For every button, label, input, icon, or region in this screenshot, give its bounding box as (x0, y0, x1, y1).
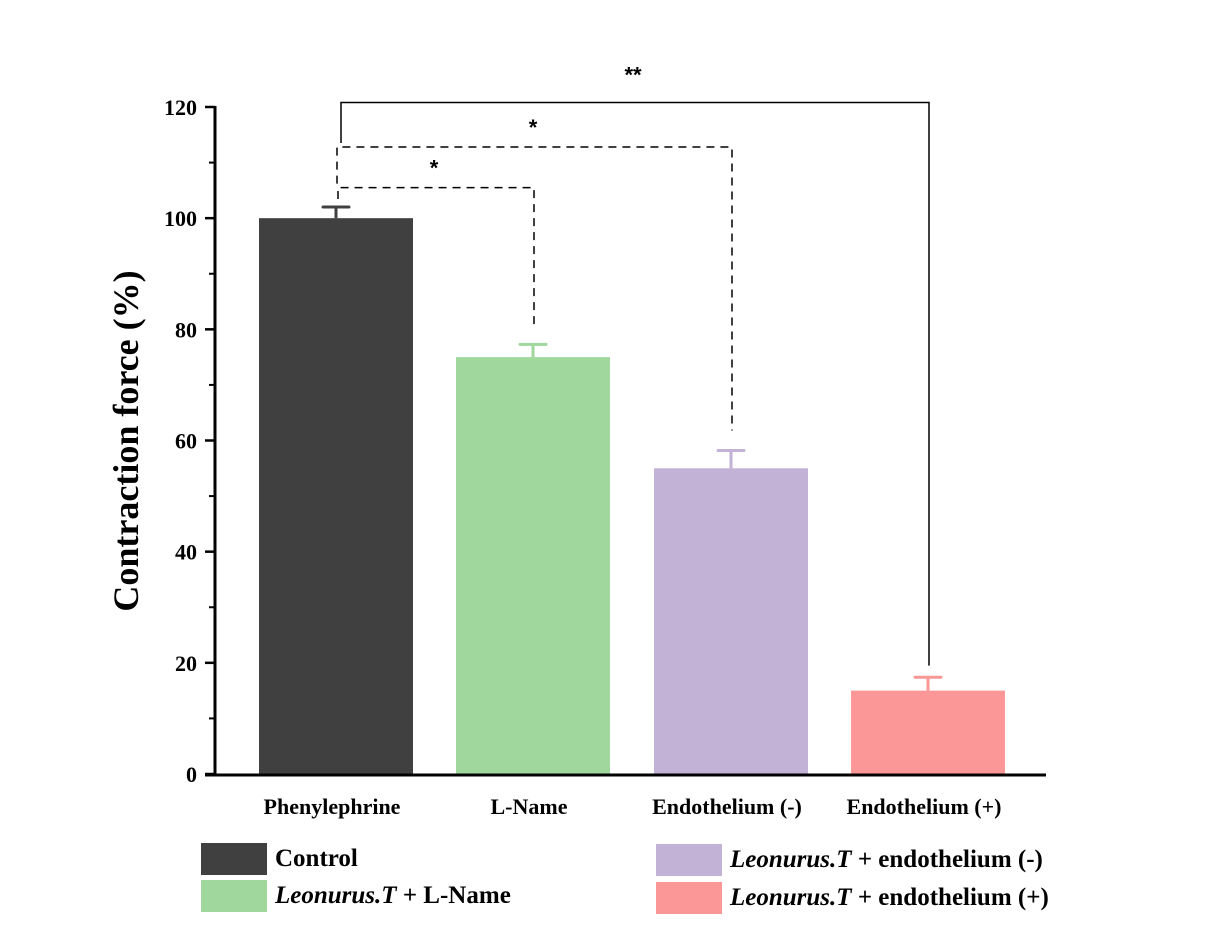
legend-item-endothelium-plus: Leonurus.T + endothelium (+) (656, 882, 1049, 914)
significance-bracket: ** (340, 63, 930, 666)
bar-l-name (456, 357, 610, 774)
legend-swatch (201, 843, 267, 875)
bracket-line (337, 186, 535, 327)
legend-item-control: Control (201, 843, 358, 875)
y-tick-label: 120 (164, 95, 197, 120)
bar-endothelium (654, 468, 808, 774)
significance-bracket: * (336, 115, 733, 431)
bar-endothelium (851, 690, 1005, 774)
y-tick-label: 20 (175, 651, 197, 676)
significance-brackets: **** (336, 63, 930, 666)
y-tick-label: 0 (186, 762, 197, 787)
x-tick-label: Phenylephrine (264, 794, 401, 819)
x-axis: Phenylephrine L-Name Endothelium (-) Endoth… (205, 773, 1046, 819)
legend-swatch (656, 882, 722, 914)
x-tick-label: Endothelium (+) (847, 794, 1002, 819)
significance-bracket: * (337, 156, 535, 327)
y-tick-label: 60 (175, 429, 197, 454)
significance-label: * (430, 156, 439, 181)
legend-item-lname: Leonurus.T + L-Name (201, 880, 511, 912)
legend-label: Leonurus.T + endothelium (+) (730, 884, 1049, 911)
legend-label: Leonurus.T + L-Name (275, 882, 511, 909)
y-tick-label: 100 (164, 206, 197, 231)
legend-item-endothelium-minus: Leonurus.T + endothelium (-) (656, 844, 1043, 876)
bracket-line (340, 101, 930, 666)
bar-phenylephrine (259, 218, 413, 774)
bracket-line (336, 146, 733, 431)
y-tick-label: 80 (175, 317, 197, 342)
significance-label: * (529, 115, 538, 140)
y-axis-title: Contraction force (%) (106, 270, 146, 611)
y-axis: 0 20 40 60 80 100 120 (164, 95, 217, 787)
legend-swatch (656, 844, 722, 876)
x-tick-label: L-Name (491, 794, 568, 819)
significance-label: ** (624, 63, 642, 88)
y-tick-label: 40 (175, 540, 197, 565)
legend-swatch (201, 880, 267, 912)
x-tick-label: Endothelium (-) (652, 794, 802, 819)
bars (259, 205, 1005, 774)
legend-label: Leonurus.T + endothelium (-) (730, 846, 1043, 873)
legend-label: Control (275, 845, 358, 872)
